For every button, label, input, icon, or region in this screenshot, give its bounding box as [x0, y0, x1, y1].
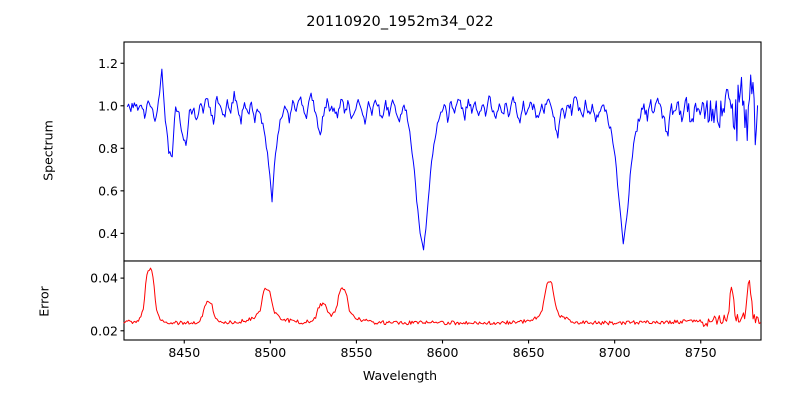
spectrum-y-ticks: 0.4 0.6 0.8 1.0 1.2 — [98, 56, 124, 241]
x-tick-label: 8600 — [427, 345, 459, 360]
y-tick-label: 1.2 — [98, 56, 118, 71]
error-trace — [123, 267, 761, 327]
spectrum-panel: 0.4 0.6 0.8 1.0 1.2 — [98, 41, 762, 262]
y-tick-label: 0.8 — [98, 141, 118, 156]
x-tick-label: 8700 — [599, 345, 631, 360]
x-axis-ticks: 8450 8500 8550 8600 8650 8700 8750 — [168, 340, 717, 360]
x-tick-label: 8750 — [685, 345, 717, 360]
spectrum-trace — [126, 68, 759, 251]
x-tick-label: 8550 — [341, 345, 373, 360]
figure-title: 20110920_1952m34_022 — [306, 14, 494, 30]
spectrum-axes-frame — [123, 41, 762, 262]
y-tick-label: 0.04 — [90, 271, 118, 286]
error-y-ticks: 0.02 0.04 — [90, 271, 124, 338]
y-axis-label-spectrum: Spectrum — [40, 120, 56, 181]
y-tick-label: 1.0 — [98, 98, 118, 113]
x-tick-label: 8450 — [168, 345, 200, 360]
error-panel: 0.02 0.04 — [90, 260, 762, 341]
x-tick-label: 8650 — [513, 345, 545, 360]
y-axis-label-error: Error — [36, 286, 52, 317]
error-axes-frame — [123, 260, 762, 341]
y-tick-label: 0.02 — [90, 323, 118, 338]
y-tick-label: 0.4 — [98, 226, 118, 241]
x-axis-label: Wavelength — [362, 368, 438, 383]
y-tick-label: 0.6 — [98, 183, 118, 198]
x-tick-label: 8500 — [254, 345, 286, 360]
